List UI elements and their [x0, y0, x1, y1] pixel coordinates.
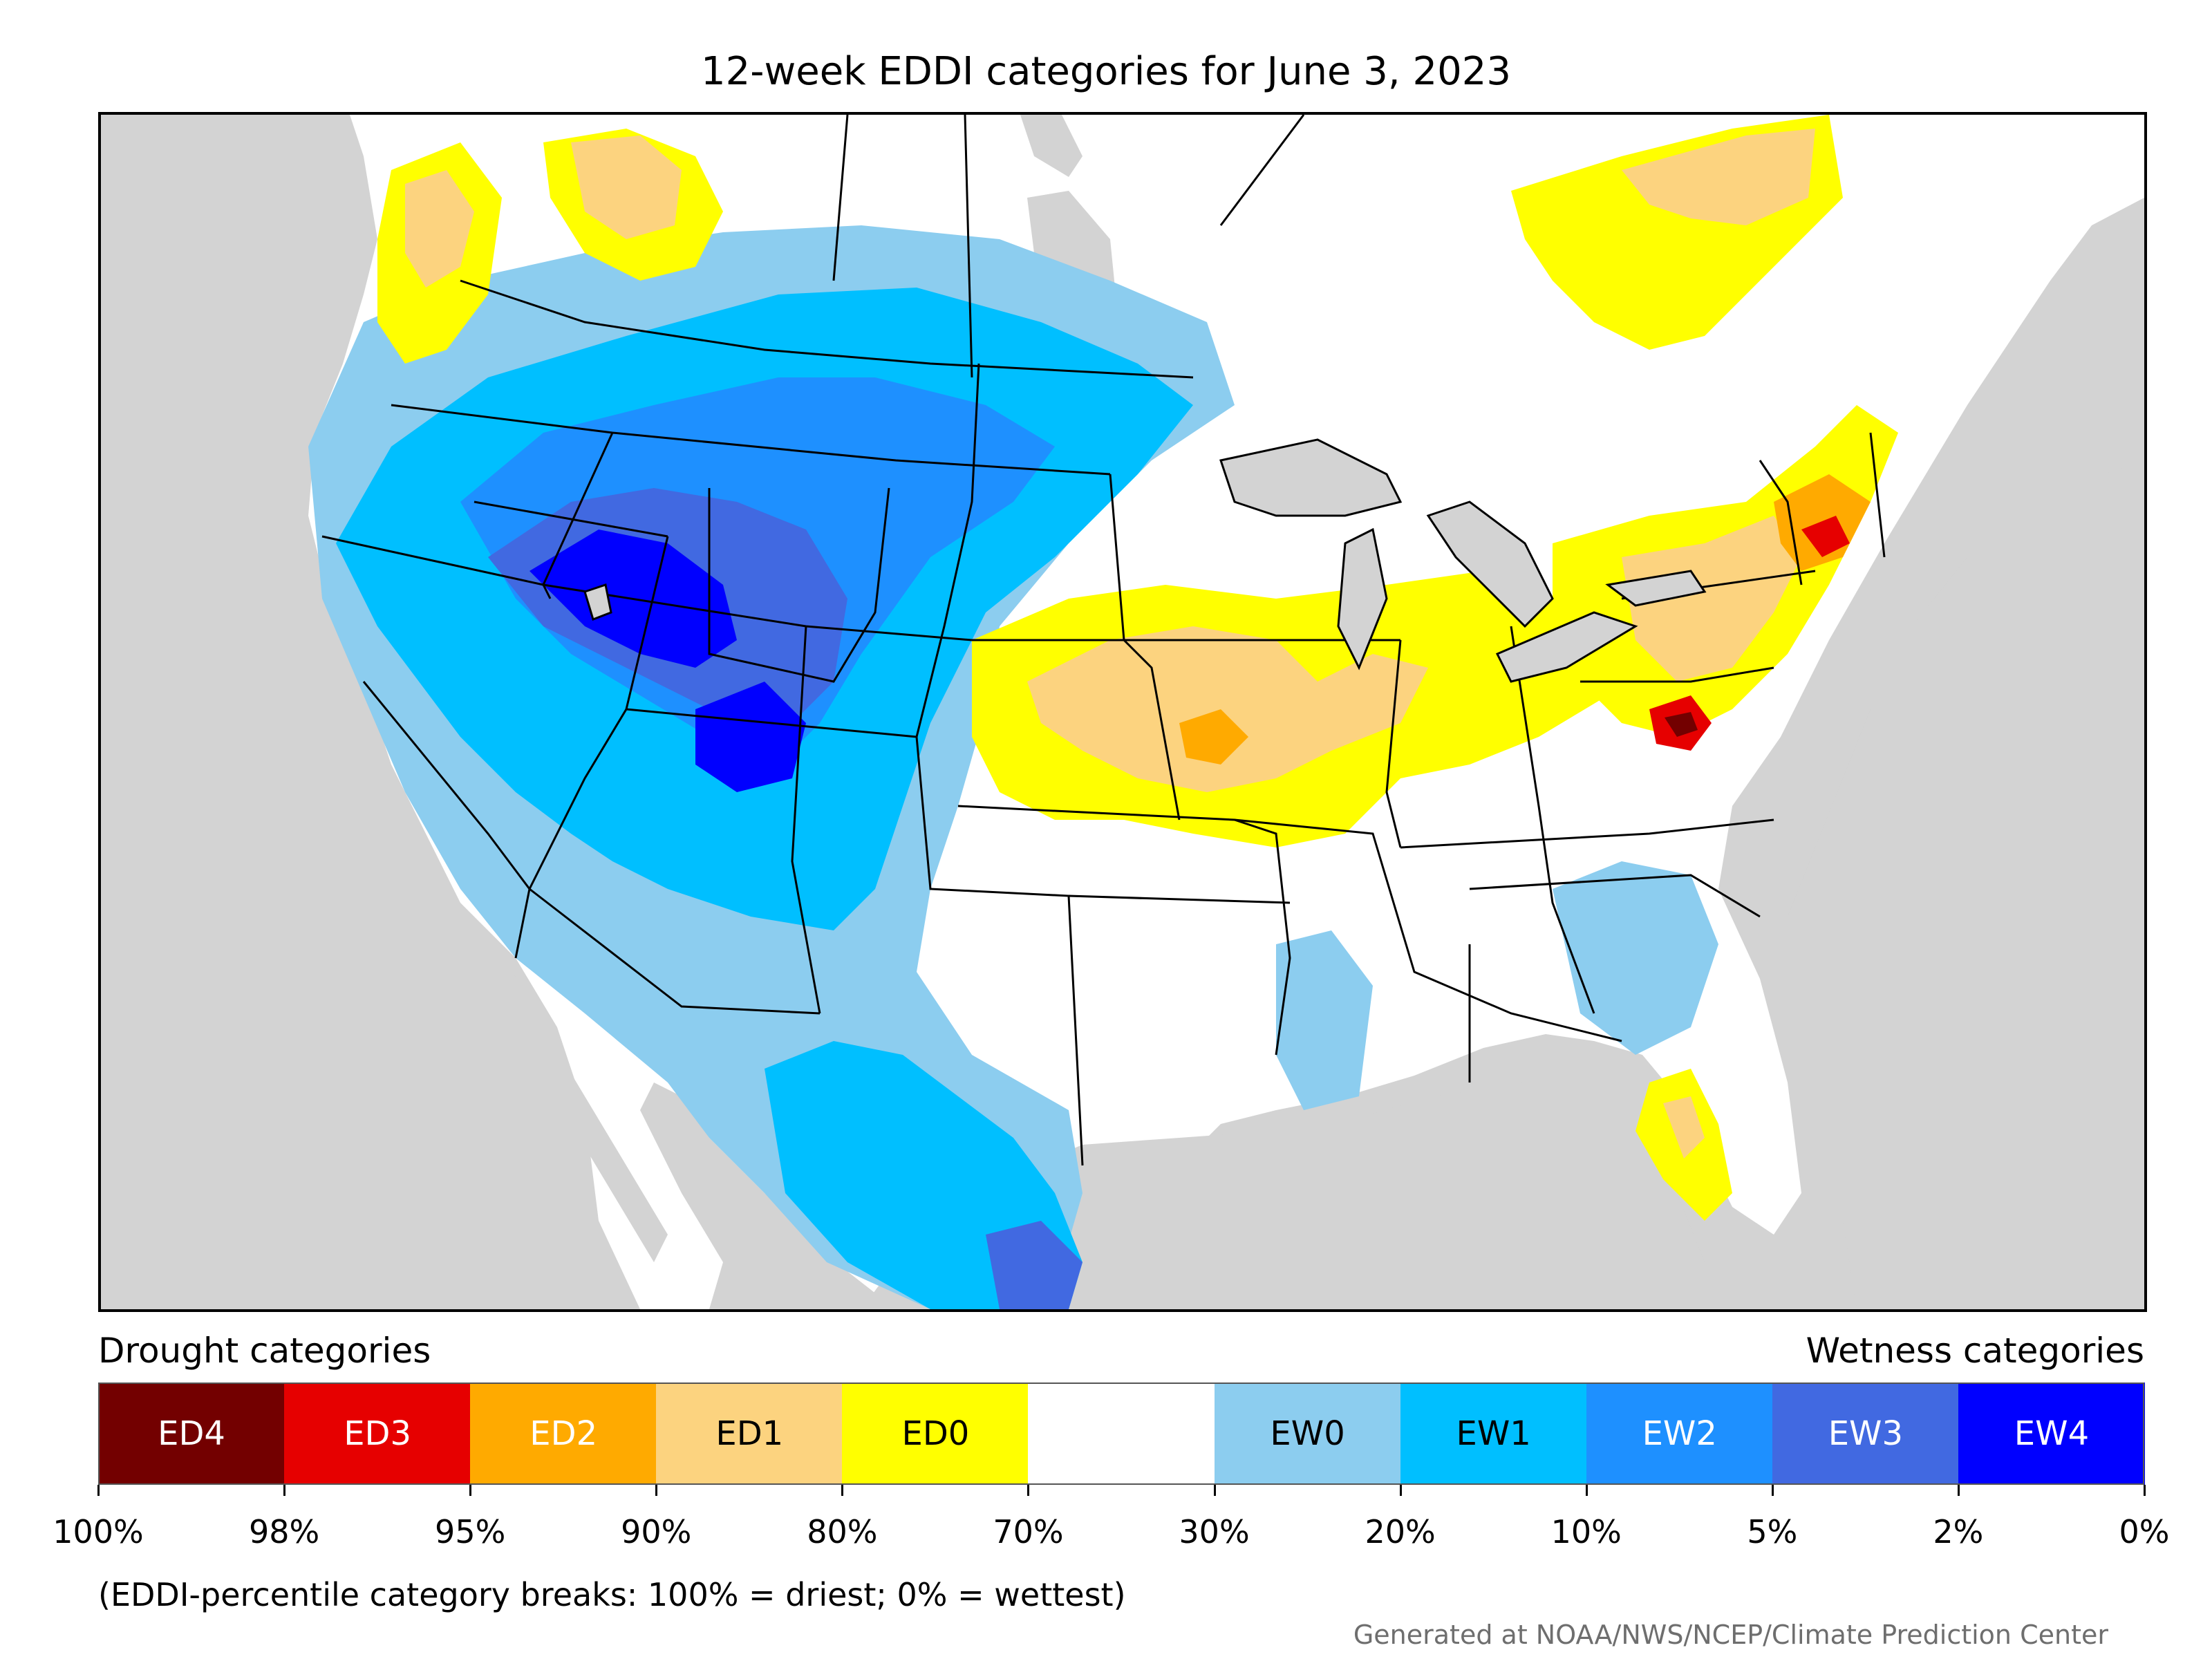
colorbar-cell-ed4: ED4 — [98, 1382, 285, 1485]
colorbar-tick-label: 95% — [435, 1513, 506, 1550]
colorbar-tick-label: 20% — [1365, 1513, 1436, 1550]
dry-ed1-florida — [1663, 1096, 1705, 1159]
colorbar-cell-ed1: ED1 — [656, 1382, 843, 1485]
colorbar-tick-mark — [97, 1485, 100, 1496]
great-salt-lake — [583, 583, 612, 621]
dry-ed2-missouri — [1179, 709, 1248, 765]
colorbar-tick-label: 100% — [53, 1513, 144, 1550]
dry-ed1-midwest — [1027, 626, 1428, 792]
colorbar-cell-neutral — [1028, 1382, 1215, 1485]
colorbar-tick-mark — [469, 1485, 472, 1496]
dry-ed4-virginia — [1665, 712, 1698, 737]
lake-winnipeg — [1020, 115, 1082, 177]
dry-ed1-mid-atlantic — [1622, 516, 1801, 682]
colorbar-cell-ew4: EW4 — [1958, 1382, 2145, 1485]
state-boundaries — [321, 115, 1886, 1166]
colorbar-tick-mark — [1213, 1485, 1216, 1496]
colorbar-cell-ed0: ED0 — [842, 1382, 1029, 1485]
wetness-categories-title: Wetness categories — [1806, 1331, 2144, 1371]
dry-ed1-alberta — [571, 135, 682, 239]
map-panel — [98, 112, 2147, 1312]
colorbar-tick-label: 98% — [248, 1513, 320, 1550]
wet-ew0-gulf-coast — [1276, 930, 1373, 1110]
great-lakes — [583, 438, 1707, 683]
colorbar-tick-label: 0% — [2119, 1513, 2170, 1550]
colorbar-tick-label: 2% — [1933, 1513, 1984, 1550]
drought-categories-title: Drought categories — [98, 1331, 431, 1371]
colorbar-tick-mark — [655, 1485, 658, 1496]
colorbar-cell-ew2: EW2 — [1586, 1382, 1773, 1485]
colorbar-cell-ew3: EW3 — [1772, 1382, 1959, 1485]
colorbar-tick-label: 5% — [1747, 1513, 1798, 1550]
colorbar-cell-ed2: ED2 — [470, 1382, 657, 1485]
wet-ew3-texas-coast — [986, 1221, 1082, 1309]
dry-ed3-new-england — [1801, 516, 1850, 557]
colorbar-tick-mark — [1771, 1485, 1774, 1496]
credit-line: Generated at NOAA/NWS/NCEP/Climate Predi… — [1353, 1620, 2108, 1650]
colorbar-cell-ed3: ED3 — [284, 1382, 471, 1485]
map-title: 12-week EDDI categories for June 3, 2023 — [701, 49, 1511, 94]
percentile-note: (EDDI-percentile category breaks: 100% =… — [98, 1576, 1126, 1613]
colorbar-tick-mark — [1957, 1485, 1960, 1496]
us-map-svg — [101, 115, 2144, 1309]
colorbar-tick-label: 80% — [807, 1513, 878, 1550]
wet-ew0-southeast — [1553, 861, 1718, 1055]
colorbar-tick-mark — [1399, 1485, 1402, 1496]
gulf-of-california — [495, 965, 668, 1262]
wet-ew4-colorado — [695, 682, 806, 792]
category-colorbar: ED4 ED3 ED2 ED1 ED0 EW0 EW1 EW2 EW3 EW4 — [98, 1382, 2145, 1485]
colorbar-cell-ew1: EW1 — [1400, 1382, 1587, 1485]
colorbar-tick-label: 70% — [993, 1513, 1064, 1550]
atlantic-ocean — [1788, 460, 2144, 1309]
dry-ed1-quebec — [1622, 129, 1815, 225]
colorbar-tick-mark — [2144, 1485, 2146, 1496]
colorbar-tick-label: 10% — [1550, 1513, 1622, 1550]
colorbar-tick-label: 90% — [621, 1513, 692, 1550]
colorbar-tick-mark — [841, 1485, 844, 1496]
dry-ed1-bc — [405, 170, 474, 288]
colorbar-cell-ew0: EW0 — [1214, 1382, 1401, 1485]
colorbar-tick-mark — [283, 1485, 286, 1496]
colorbar-tick-mark — [1585, 1485, 1588, 1496]
colorbar-tick-label: 30% — [1179, 1513, 1250, 1550]
colorbar-tick-mark — [1027, 1485, 1030, 1496]
